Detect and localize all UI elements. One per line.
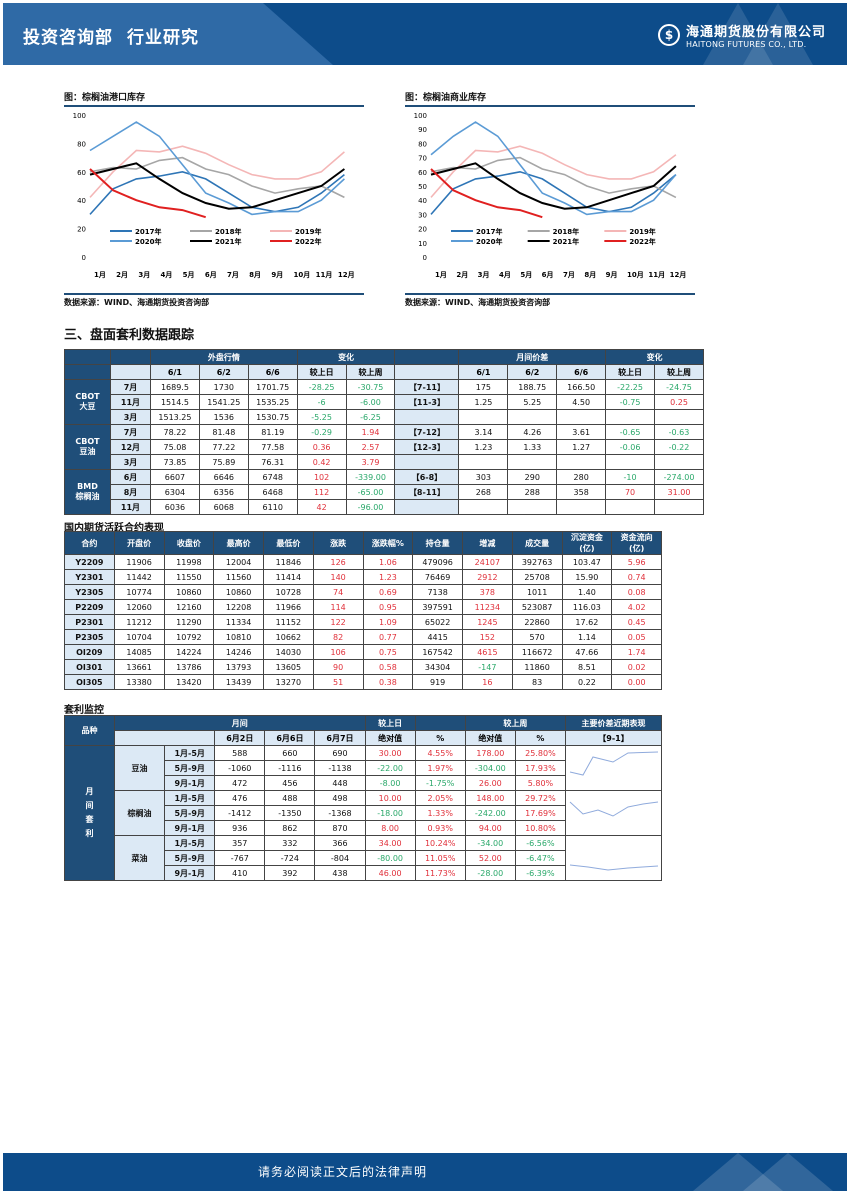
table-row: 5月-9月 -1060 -1116 -1138 -22.00 1.97% -304.00 17… <box>65 760 662 776</box>
svg-text:5月: 5月 <box>520 271 532 279</box>
svg-text:10: 10 <box>418 240 427 248</box>
svg-text:2017年: 2017年 <box>476 227 502 236</box>
arbitrage-monitor-table: 品种 月间 较上日 较上周 主要价差近期表现 6月2日 6月6日 6月7日 绝对值% 绝对值% 【9… <box>64 715 662 881</box>
svg-text:2022年: 2022年 <box>295 237 321 246</box>
svg-text:10月: 10月 <box>627 271 644 279</box>
svg-text:1月: 1月 <box>435 271 447 279</box>
table-row: 3月 1513.25 1536 1530.75 -5.25 -6.25 <box>65 409 704 425</box>
table-row: 月间套利豆油 1月-5月 588 660 690 30.00 4.55% 178.00 25.8… <box>64 745 662 881</box>
table-row: 菜油 1月-5月 357 332 366 34.00 10.24% -34.00 -6.56% <box>65 835 662 881</box>
table-row: P2305 10704 10792 10810 10662 82 0.77 4415 152 57… <box>64 629 662 645</box>
svg-text:2018年: 2018年 <box>553 227 579 236</box>
svg-text:2019年: 2019年 <box>629 227 655 236</box>
svg-text:2019年: 2019年 <box>295 227 321 236</box>
svg-text:8月: 8月 <box>584 271 596 279</box>
svg-text:2月: 2月 <box>456 271 468 279</box>
svg-text:90: 90 <box>418 126 427 134</box>
table-row: 11月 6036 6068 6110 42 -96.00 <box>65 499 704 515</box>
table-row: OI305 13380 13420 13439 13270 51 0.38 919 16 83 0.… <box>64 674 662 690</box>
svg-text:50: 50 <box>418 183 427 191</box>
svg-text:100: 100 <box>414 112 427 120</box>
table-row: P2301 11212 11290 11334 11152 122 1.09 65022 124… <box>64 614 662 630</box>
line-chart: 0 20 40 60 80 100 1月 2月 3月 4月 5月 6月 7月 8月 9月 10月 11月 12月 2… <box>73 112 355 279</box>
svg-text:2021年: 2021年 <box>215 237 241 246</box>
table-row: CBOT 豆油 7月 78.22 81.48 81.19 -0.29 1.94 【7-12】 3.… <box>64 424 704 470</box>
table-row: OI301 13661 13786 13793 13605 90 0.58 34304 -147… <box>64 659 662 675</box>
svg-text:9月: 9月 <box>271 271 283 279</box>
svg-text:2021年: 2021年 <box>553 237 579 246</box>
table-row: 5月-9月 -767 -724 -804 -80.00 11.05% 52.00 -6.47% <box>65 850 662 866</box>
page-header: 投资咨询部 行业研究 $ 海通期货股份有限公司 HAITONG FUTURES CO… <box>3 3 847 65</box>
table-row: CBOT 大豆 7月 1689.5 1730 1701.75 -28.25 -30.75 【7-… <box>64 379 704 425</box>
table-row: 棕榈油 1月-5月 476 488 498 10.00 2.05% 148.00 29.72% <box>65 790 662 836</box>
svg-text:2018年: 2018年 <box>215 227 241 236</box>
table-row: Y2209 11906 11998 12004 11846 126 1.06 479096 24… <box>64 554 662 570</box>
table-row: Y2305 10774 10860 10860 10728 74 0.69 7138 378 10… <box>64 584 662 600</box>
table-row: 12月 75.08 77.22 77.58 0.36 2.57 【12-3】 1.23 1.33… <box>65 439 704 455</box>
table-row: P2209 12060 12160 12208 11966 114 0.95 397591 11… <box>64 599 662 615</box>
svg-text:9月: 9月 <box>606 271 618 279</box>
svg-text:7月: 7月 <box>563 271 575 279</box>
svg-text:2020年: 2020年 <box>135 237 161 246</box>
section-title: 三、盘面套利数据跟踪 <box>64 328 195 343</box>
svg-text:2月: 2月 <box>116 271 128 279</box>
svg-text:7月: 7月 <box>227 271 239 279</box>
logo-icon: $ <box>658 24 680 46</box>
domestic-futures-table: 合约 开盘价 收盘价 最高价 最低价 涨跌 涨跌幅% 持仓量 增减 成交量 沉淀资金(亿) 资金流向(… <box>64 531 662 690</box>
header-title: 投资咨询部 行业研究 <box>23 28 199 48</box>
table-row: 9月-1月 410 392 438 46.00 11.73% -28.00 -6.39% <box>65 865 662 881</box>
svg-text:60: 60 <box>418 169 427 177</box>
svg-text:3月: 3月 <box>478 271 490 279</box>
svg-text:40: 40 <box>77 197 86 205</box>
header-ext: 外盘行情 <box>150 349 298 365</box>
svg-text:4月: 4月 <box>499 271 511 279</box>
haitong-logo: $ 海通期货股份有限公司 HAITONG FUTURES CO., LTD. <box>658 21 826 49</box>
table-row: Y2301 11442 11550 11560 11414 140 1.23 76469 291… <box>64 569 662 585</box>
svg-text:5月: 5月 <box>183 271 195 279</box>
svg-text:11月: 11月 <box>648 271 665 279</box>
svg-text:3月: 3月 <box>138 271 150 279</box>
svg-text:2020年: 2020年 <box>476 237 502 246</box>
svg-text:2017年: 2017年 <box>135 227 161 236</box>
svg-text:0: 0 <box>423 254 427 262</box>
svg-text:2022年: 2022年 <box>629 237 655 246</box>
svg-text:100: 100 <box>73 112 86 120</box>
svg-text:12月: 12月 <box>338 271 355 279</box>
table-row: 3月 73.85 75.89 76.31 0.42 3.79 <box>65 454 704 470</box>
table-caption: 国内期货活跃合约表现 <box>64 523 164 534</box>
svg-text:80: 80 <box>418 140 427 148</box>
svg-text:1月: 1月 <box>94 271 106 279</box>
svg-text:30: 30 <box>418 211 427 219</box>
chart-commercial-inventory: 图：棕榈油商业库存 0 10 20 30 40 50 60 70 80 90 100 1月 2月 3月 4月… <box>405 90 695 308</box>
svg-text:4月: 4月 <box>161 271 173 279</box>
page-footer: 请务必阅读正文后的法律声明 <box>3 1153 847 1191</box>
svg-text:0: 0 <box>82 254 86 262</box>
svg-text:20: 20 <box>418 226 427 234</box>
svg-text:12月: 12月 <box>670 271 687 279</box>
svg-text:8月: 8月 <box>249 271 261 279</box>
svg-text:20: 20 <box>77 226 86 234</box>
chart-port-inventory: 图：棕榈油港口库存 0 20 40 60 80 100 1月 2月 3月 4月 5月 6月 7月 8月 9月… <box>64 90 364 308</box>
svg-text:40: 40 <box>418 197 427 205</box>
legal-notice: 请务必阅读正文后的法律声明 <box>258 1165 428 1179</box>
svg-text:6月: 6月 <box>205 271 217 279</box>
table-row: 9月-1月 472 456 448 -8.00 -1.75% 26.00 5.80% <box>65 775 662 791</box>
table-row: BMD 棕榈油 6月 6607 6646 6748 102 -339.00 【6-8】 303 29… <box>64 469 704 515</box>
line-chart: 0 10 20 30 40 50 60 70 80 90 100 1月 2月 3月 4月 5月 6月 7月 8月 9月… <box>414 112 687 279</box>
svg-text:10月: 10月 <box>294 271 311 279</box>
svg-text:6月: 6月 <box>542 271 554 279</box>
table-row: OI209 14085 14224 14246 14030 106 0.75 167542 46… <box>64 644 662 660</box>
table-row: 11月 1514.5 1541.25 1535.25 -6 -6.00 【11-3】 1.25… <box>65 394 704 410</box>
table-row: 8月 6304 6356 6468 112 -65.00 【8-11】 268 288 358 70… <box>65 484 704 500</box>
svg-text:80: 80 <box>77 140 86 148</box>
external-market-table: 外盘行情 变化 月间价差 变化 6/1 6/2 6/6 较上日 较上周 6/1 6/2 6/6 较上日较… <box>64 349 704 515</box>
table-caption: 套利监控 <box>64 705 104 716</box>
svg-text:60: 60 <box>77 169 86 177</box>
svg-text:11月: 11月 <box>316 271 333 279</box>
svg-text:70: 70 <box>418 155 427 163</box>
